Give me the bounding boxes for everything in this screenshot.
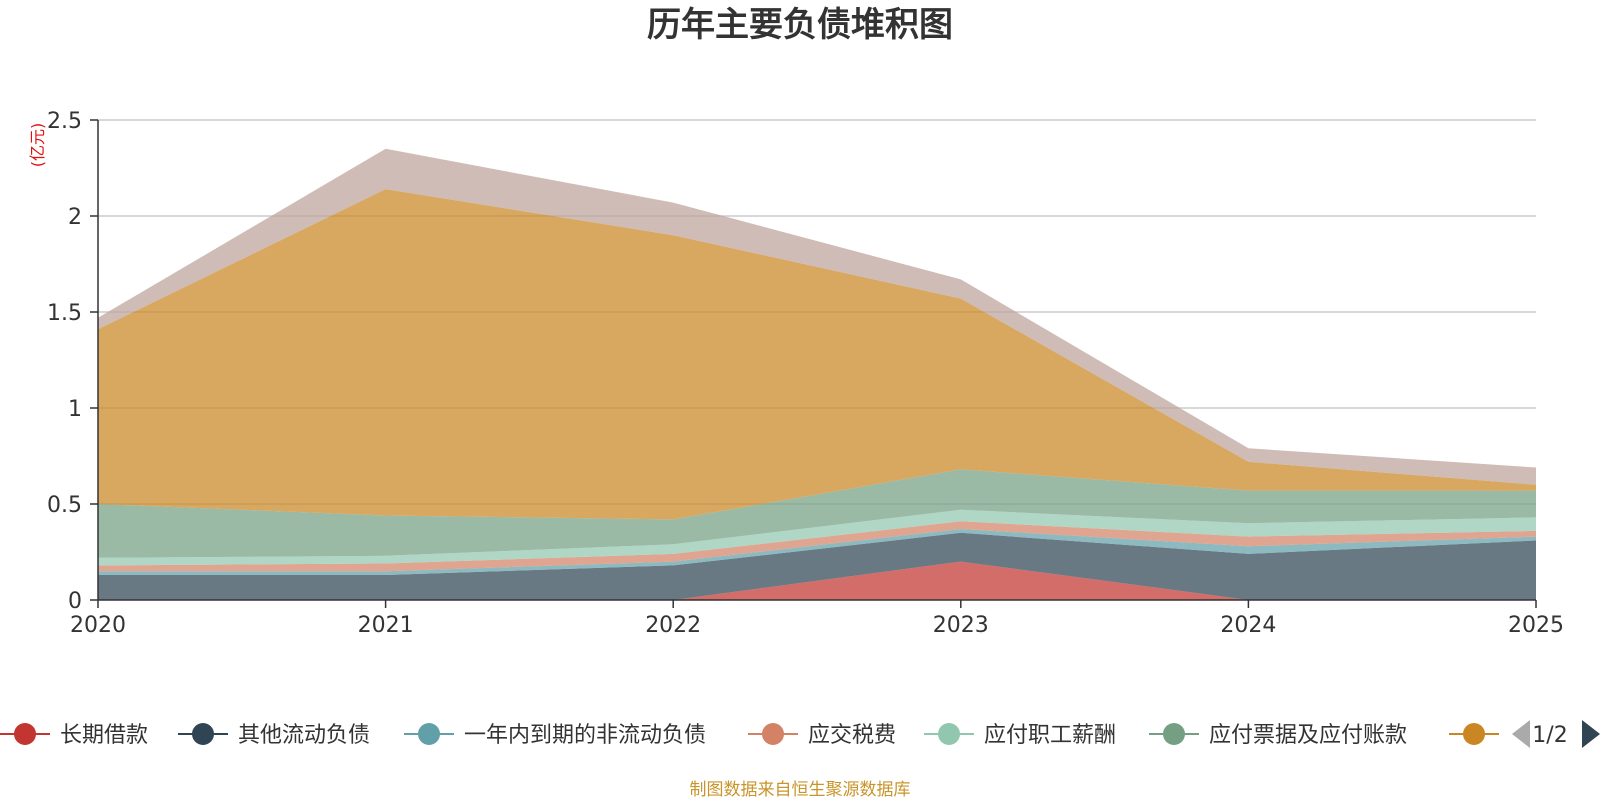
y-tick-label: 2.5 [47,109,82,134]
y-tick-label: 1.5 [47,301,82,326]
x-tick-label: 2022 [645,613,701,638]
y-tick-label: 2 [68,205,82,230]
legend-item-3[interactable]: 一年内到期的非流动负债 [404,723,706,748]
legend-label: 其他流动负债 [238,723,370,748]
x-tick-label: 2021 [358,613,414,638]
legend-marker-icon [192,723,214,745]
legend-marker-icon [14,723,36,745]
legend-label: 长期借款 [60,723,148,748]
area-series-2[interactable] [98,532,1536,600]
legend-item-4[interactable]: 应交税费 [748,723,896,748]
area-series [98,148,1536,600]
legend-item-5[interactable]: 应付职工薪酬 [924,723,1116,748]
area-series-5[interactable] [98,509,1536,566]
area-series-3[interactable] [98,529,1536,575]
chart-title: 历年主要负债堆积图 [647,5,953,45]
legend: 长期借款 其他流动负债 一年内到期的非流动负债 应交税费 应付职工薪酬 应付票据及应付账款 [0,723,1499,748]
x-tick-label: 2024 [1220,613,1276,638]
legend-next-arrow-icon[interactable] [1582,720,1600,748]
y-axis-unit: (亿元) [28,123,47,168]
area-series-6[interactable] [98,469,1536,558]
legend-label: 应付职工薪酬 [984,723,1116,748]
axes: 0 0.5 1 1.5 2 2.5 2020 2021 2022 2023 2024 2025 [47,109,1564,638]
area-series-7[interactable] [98,189,1536,520]
legend-marker-icon [418,723,440,745]
legend-item-2[interactable]: 其他流动负债 [178,723,370,748]
area-series-4[interactable] [98,521,1536,572]
y-tick-label: 1 [68,397,82,422]
y-tick-label: 0.5 [47,493,82,518]
legend-label: 应付票据及应付账款 [1209,723,1407,748]
x-tick-label: 2025 [1508,613,1564,638]
legend-item-7[interactable] [1449,723,1499,745]
legend-marker-icon [1163,723,1185,745]
legend-marker-icon [762,723,784,745]
legend-pager: 1/2 [1512,720,1600,748]
legend-item-6[interactable]: 应付票据及应付账款 [1149,723,1407,748]
x-tick-label: 2023 [933,613,989,638]
legend-item-1[interactable]: 长期借款 [0,723,148,748]
x-tick-label: 2020 [70,613,126,638]
legend-label: 应交税费 [808,723,896,748]
y-tick-label: 0 [68,589,82,614]
legend-prev-arrow-icon[interactable] [1512,720,1530,748]
legend-marker-icon [1463,723,1485,745]
legend-page-indicator: 1/2 [1532,723,1567,748]
legend-marker-icon [938,723,960,745]
data-source-note: 制图数据来自恒生聚源数据库 [690,780,911,800]
legend-label: 一年内到期的非流动负债 [464,723,706,748]
